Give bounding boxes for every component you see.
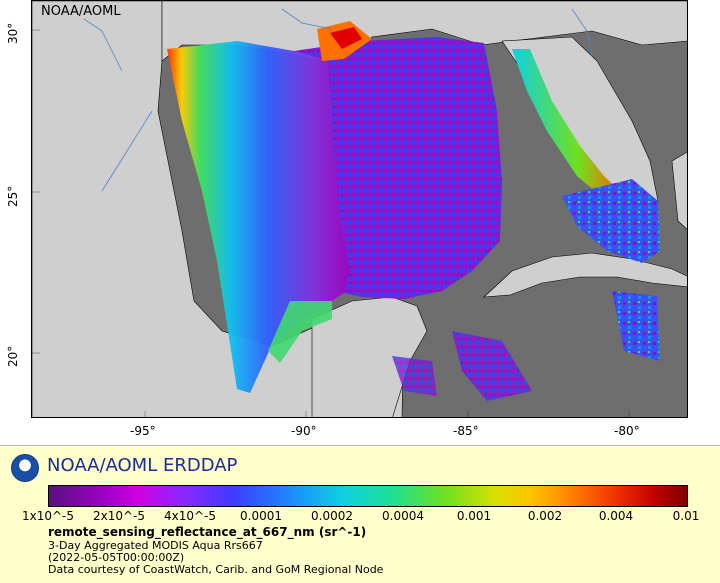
variable-name: remote_sensing_reflectance_at_667_nm (sr… <box>48 525 367 539</box>
colorbar-label: 0.01 <box>672 509 700 523</box>
noaa-logo-icon[interactable] <box>11 454 39 482</box>
data-yucatan-shelf <box>268 301 332 363</box>
colorbar <box>48 485 688 507</box>
lon-tick-80: -80° <box>614 424 640 438</box>
lon-tick-85: -85° <box>453 424 479 438</box>
land-yucatan <box>311 296 428 417</box>
data-wfl-shelf <box>512 49 622 201</box>
colorbar-label: 4x10^-5 <box>163 509 217 523</box>
colorbar-label: 0.0002 <box>311 509 353 523</box>
data-central-gulf <box>294 37 502 299</box>
colorbar-label: 0.0004 <box>382 509 424 523</box>
time-range: (2022-05-05T00:00:00Z) <box>48 551 185 564</box>
lon-tick-90: -90° <box>291 424 317 438</box>
map-canvas[interactable] <box>32 1 688 418</box>
data-caribbean-1 <box>612 291 660 361</box>
colorbar-label: 2x10^-5 <box>92 509 146 523</box>
colorbar-label: 0.0001 <box>240 509 282 523</box>
brand-title[interactable]: NOAA/AOML ERDDAP <box>47 455 238 476</box>
lon-tick-95: -95° <box>130 424 156 438</box>
data-caribbean-3 <box>392 356 437 396</box>
data-florida-straits <box>562 179 660 263</box>
colorbar-label: 0.004 <box>598 509 634 523</box>
map-frame[interactable] <box>31 0 688 418</box>
land-bahamas <box>671 151 687 230</box>
colorbar-label: 0.002 <box>527 509 563 523</box>
graticule <box>32 29 630 417</box>
data-caribbean-2 <box>452 331 532 401</box>
rivers <box>71 8 593 192</box>
map-panel: 30° 25° 20° <box>6 0 688 438</box>
colorbar-label: 1x10^-5 <box>21 509 75 523</box>
data-credit: Data courtesy of CoastWatch, Carib. and … <box>48 563 384 576</box>
lat-tick-25: 25° <box>6 185 20 207</box>
lat-tick-30: 30° <box>6 22 20 44</box>
data-delta-core <box>330 27 362 49</box>
legend-panel: NOAA/AOML ERDDAP 1x10^-5 2x10^-5 4x10^-5… <box>0 445 720 583</box>
corner-label: NOAA/AOML <box>37 4 125 19</box>
colorbar-label: 0.001 <box>456 509 492 523</box>
lat-tick-20: 20° <box>6 345 20 367</box>
dataset-title: 3-Day Aggregated MODIS Aqua Rrs667 <box>48 539 263 552</box>
land-cuba <box>483 252 687 298</box>
